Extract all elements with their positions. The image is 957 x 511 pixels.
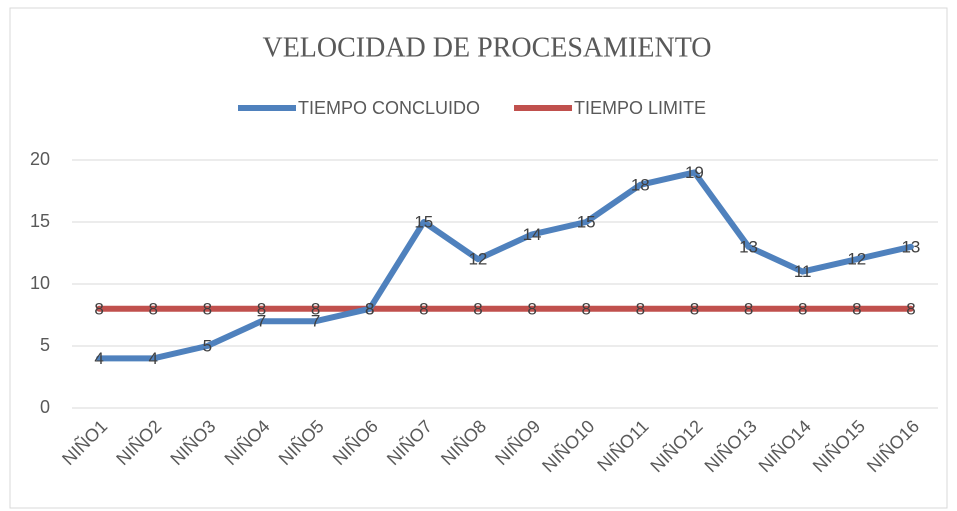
data-label: 18 xyxy=(631,175,650,194)
data-label: 8 xyxy=(148,299,157,318)
data-label: 14 xyxy=(523,225,542,244)
data-label: 8 xyxy=(257,299,266,318)
y-tick-label: 5 xyxy=(40,335,50,355)
y-tick-label: 0 xyxy=(40,397,50,417)
data-label: 7 xyxy=(311,312,320,331)
legend-label: TIEMPO CONCLUIDO xyxy=(298,98,480,118)
data-label: 8 xyxy=(365,299,374,318)
data-label: 8 xyxy=(798,299,807,318)
data-label: 8 xyxy=(852,299,861,318)
data-label: 8 xyxy=(419,299,428,318)
data-label: 8 xyxy=(365,299,374,318)
chart-title: VELOCIDAD DE PROCESAMIENTO xyxy=(262,32,711,63)
data-label: 5 xyxy=(203,336,212,355)
data-label: 8 xyxy=(311,299,320,318)
data-label: 15 xyxy=(414,212,433,231)
data-label: 4 xyxy=(94,349,103,368)
data-label: 8 xyxy=(581,299,590,318)
data-label: 11 xyxy=(794,262,812,281)
data-label: 19 xyxy=(685,163,704,182)
data-label: 8 xyxy=(473,299,482,318)
data-label: 8 xyxy=(94,299,103,318)
data-label: 7 xyxy=(257,312,266,331)
data-label: 13 xyxy=(739,237,758,256)
data-label: 8 xyxy=(527,299,536,318)
y-tick-label: 15 xyxy=(30,211,50,231)
data-label: 4 xyxy=(148,349,157,368)
data-label: 8 xyxy=(744,299,753,318)
series-line xyxy=(96,169,914,362)
data-label: 8 xyxy=(203,299,212,318)
data-label: 15 xyxy=(577,212,596,231)
data-label: 8 xyxy=(636,299,645,318)
y-tick-label: 20 xyxy=(30,149,50,169)
data-label: 12 xyxy=(847,250,866,269)
data-label: 8 xyxy=(906,299,915,318)
data-label: 12 xyxy=(468,250,487,269)
data-label: 13 xyxy=(901,237,920,256)
data-label: 8 xyxy=(690,299,699,318)
legend-label: TIEMPO LIMITE xyxy=(574,98,706,118)
y-tick-label: 10 xyxy=(30,273,50,293)
